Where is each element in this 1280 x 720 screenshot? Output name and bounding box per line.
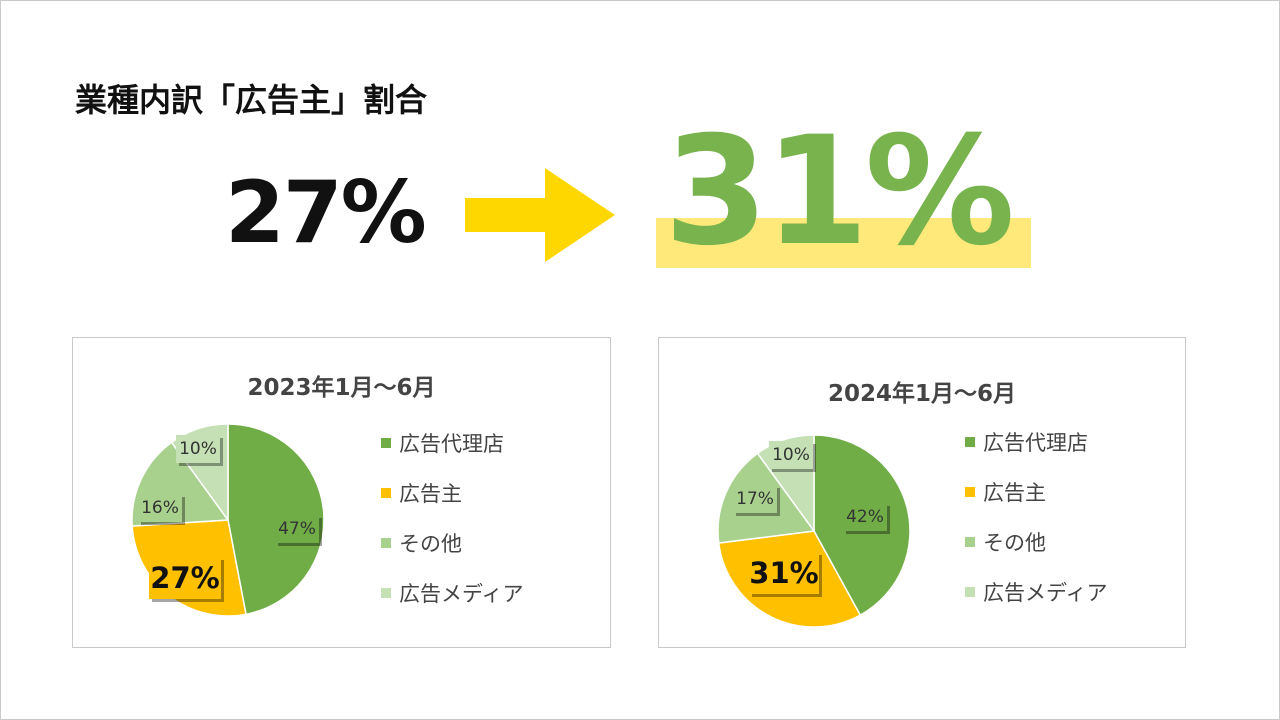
- data-label-other: 16%: [138, 494, 185, 525]
- data-label-advertiser: 27%: [149, 557, 224, 602]
- legend-swatch-agency: [381, 438, 391, 448]
- legend-label-agency: 広告代理店: [983, 431, 1088, 455]
- pie-chart-2024: 42% 31% 17% 10%: [717, 434, 911, 628]
- legend-item-advertiser: 広告主: [965, 467, 1108, 517]
- data-label-agency: 47%: [275, 515, 322, 546]
- legend-2024: 広告代理店 広告主 その他 広告メディア: [965, 417, 1108, 617]
- legend-swatch-media: [381, 588, 391, 598]
- after-highlight: [656, 218, 1031, 268]
- data-label-text-media: 10%: [772, 445, 810, 465]
- legend-item-agency: 広告代理店: [381, 418, 524, 468]
- legend-item-agency: 広告代理店: [965, 417, 1108, 467]
- legend-2023: 広告代理店 広告主 その他 広告メディア: [381, 418, 524, 618]
- data-label-text-agency: 42%: [846, 507, 884, 527]
- legend-swatch-other: [965, 537, 975, 547]
- legend-item-other: その他: [381, 518, 524, 568]
- legend-label-advertiser: 広告主: [399, 482, 462, 506]
- chart-panel-2023: 2023年1月～6月 47% 27% 16% 10% 広告代理店 広告主 その他 広告…: [72, 337, 611, 648]
- data-label-text-other: 16%: [141, 498, 179, 518]
- data-label-text-media: 10%: [179, 439, 217, 459]
- legend-label-other: その他: [399, 532, 462, 556]
- legend-label-media: 広告メディア: [983, 581, 1108, 605]
- data-label-text-advertiser: 27%: [150, 561, 219, 595]
- data-label-media: 10%: [176, 435, 223, 466]
- data-label-advertiser: 31%: [749, 552, 822, 597]
- pie-chart-2023: 47% 27% 16% 10%: [131, 423, 325, 617]
- data-label-text-other: 17%: [736, 489, 774, 509]
- data-label-text-agency: 47%: [278, 519, 316, 539]
- data-label-media: 10%: [769, 441, 816, 472]
- legend-label-other: その他: [983, 531, 1046, 555]
- data-label-other: 17%: [733, 485, 780, 516]
- legend-swatch-media: [965, 587, 975, 597]
- before-percentage: 27%: [225, 163, 427, 263]
- after-percentage-block: 31%: [656, 115, 1031, 270]
- data-label-text-advertiser: 31%: [749, 556, 818, 590]
- legend-item-other: その他: [965, 517, 1108, 567]
- slide-title: 業種内訳「広告主」割合: [75, 81, 428, 119]
- legend-swatch-advertiser: [381, 488, 391, 498]
- chart-title-2024: 2024年1月～6月: [827, 381, 1017, 407]
- legend-item-media: 広告メディア: [381, 568, 524, 618]
- legend-item-advertiser: 広告主: [381, 468, 524, 518]
- legend-label-advertiser: 広告主: [983, 481, 1046, 505]
- arrow-right-icon: [465, 168, 615, 262]
- legend-swatch-agency: [965, 437, 975, 447]
- legend-swatch-other: [381, 538, 391, 548]
- data-label-agency: 42%: [843, 503, 890, 534]
- legend-swatch-advertiser: [965, 487, 975, 497]
- chart-panel-2024: 2024年1月～6月 42% 31% 17% 10% 広告代理店 広告主 その他 広告…: [658, 337, 1186, 648]
- legend-item-media: 広告メディア: [965, 567, 1108, 617]
- legend-label-agency: 広告代理店: [399, 432, 504, 456]
- after-percentage: 31%: [664, 105, 1015, 279]
- chart-title-2023: 2023年1月～6月: [247, 375, 436, 401]
- legend-label-media: 広告メディア: [399, 582, 524, 606]
